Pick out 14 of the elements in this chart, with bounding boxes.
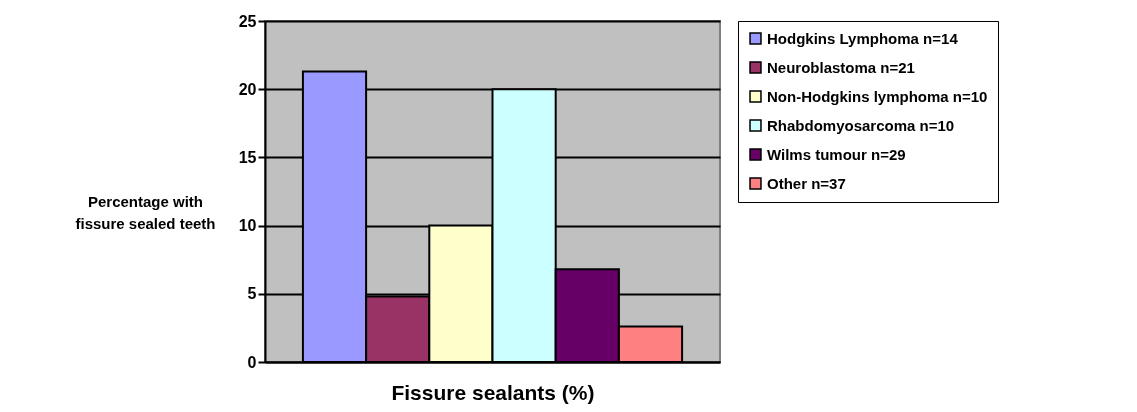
y-tick-label: 25	[238, 12, 257, 30]
legend-label: Wilms tumour n=29	[767, 145, 906, 163]
y-tick-label: 15	[238, 148, 257, 166]
legend-label: Non-Hodgkins lymphoma n=10	[767, 87, 988, 105]
legend-label: Hodgkins Lymphoma n=14	[767, 29, 959, 47]
y-tick-label: 10	[238, 217, 257, 235]
y-axis-title: Percentage with fissure sealed teeth	[75, 192, 216, 232]
legend-label: Neuroblastoma n=21	[767, 58, 915, 76]
y-tick-label: 0	[247, 353, 257, 371]
y-tick-label: 20	[238, 80, 257, 98]
legend-label: Other n=37	[767, 174, 846, 192]
legend-label: Rhabdomyosarcoma n=10	[767, 116, 955, 134]
x-axis-title: Fissure sealants (%)	[391, 380, 595, 404]
y-tick-label: 5	[247, 285, 257, 303]
